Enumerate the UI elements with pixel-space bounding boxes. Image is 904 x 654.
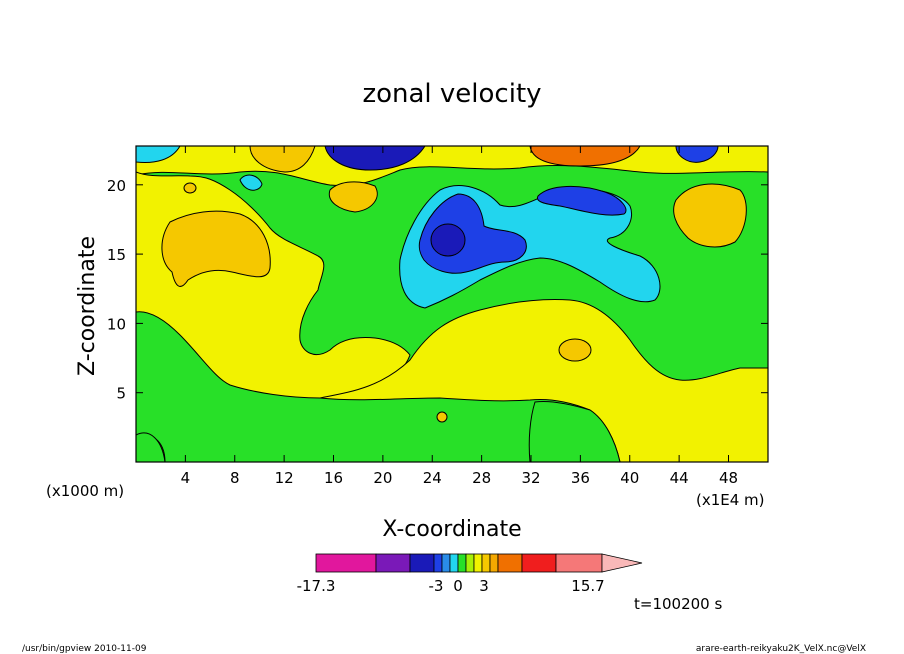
region-darkblue-center [430,223,466,257]
region-top-darkblue [324,146,426,171]
y-tick-label: 10 [107,315,126,333]
x-tick-label: 16 [324,469,343,487]
x-tick-label: 24 [423,469,442,487]
x-axis-label: X-coordinate [382,517,521,542]
y-axis-label: Z-coordinate [75,236,100,376]
colorbar-segment [555,553,603,573]
x-tick-label: 48 [719,469,738,487]
region-top-blue-right [675,146,719,163]
colorbar-arrow [601,553,643,573]
chart-title: zonal velocity [362,79,541,109]
footer-left: /usr/bin/gpview 2010-11-09 [22,644,147,654]
y-tick-label: 20 [107,177,126,195]
colorbar-segment [465,553,475,573]
x-tick-label: 36 [571,469,590,487]
colorbar: -17.3 -3 0 3 15.7 [297,553,643,595]
colorbar-segment [441,553,451,573]
region-top-orange-right [529,146,641,167]
x-tick-label: 12 [275,469,294,487]
x-tick-label: 28 [472,469,491,487]
region-orange-left [161,210,271,287]
colorbar-segment [433,553,443,573]
x-tick-label: 32 [521,469,540,487]
colorbar-segment [521,553,557,573]
contour-field [136,146,768,462]
region-blue-right [536,185,627,216]
colorbar-segment [481,553,491,573]
region-orange-mid [328,181,378,213]
x-unit-left: (x1000 m) [46,482,124,500]
region-orange-dot-b [436,411,448,423]
region-orange-dot-c [183,182,197,194]
x-unit-right: (x1E4 m) [696,491,765,509]
y-tick-label: 15 [107,246,126,264]
region-orange-right [673,183,747,248]
colorbar-label: 3 [479,577,489,595]
x-tick-label: 4 [181,469,191,487]
x-tick-label: 40 [620,469,639,487]
colorbar-segment [375,553,411,573]
footer-right: arare-earth-reikyaku2K_VelX.nc@VelX [696,644,866,654]
y-tick-label: 5 [116,385,126,403]
colorbar-segment [449,553,459,573]
colorbar-segment [497,553,523,573]
colorbar-segment [457,553,467,573]
colorbar-segment [315,553,377,573]
plot-frame [135,145,769,463]
colorbar-label: -3 [429,577,444,595]
colorbar-label: 15.7 [571,577,604,595]
colorbar-label: -17.3 [297,577,336,595]
y-axis: 5 10 15 20 [107,177,768,403]
colorbar-label: 0 [453,577,463,595]
region-orange-top-left [249,146,316,173]
region-green-tongue [528,401,621,462]
time-label: t=100200 s [634,595,722,613]
region-central-yellow [136,299,768,462]
x-axis: 4 8 12 16 20 24 28 32 36 40 44 48 [181,146,738,487]
x-tick-label: 8 [230,469,240,487]
colorbar-segment [409,553,435,573]
colorbar-segment [473,553,483,573]
x-tick-label: 44 [670,469,689,487]
region-top-cyan-mid [239,174,263,191]
colorbar-segment [489,553,499,573]
region-orange-dot-a [558,338,592,362]
x-tick-label: 20 [373,469,392,487]
